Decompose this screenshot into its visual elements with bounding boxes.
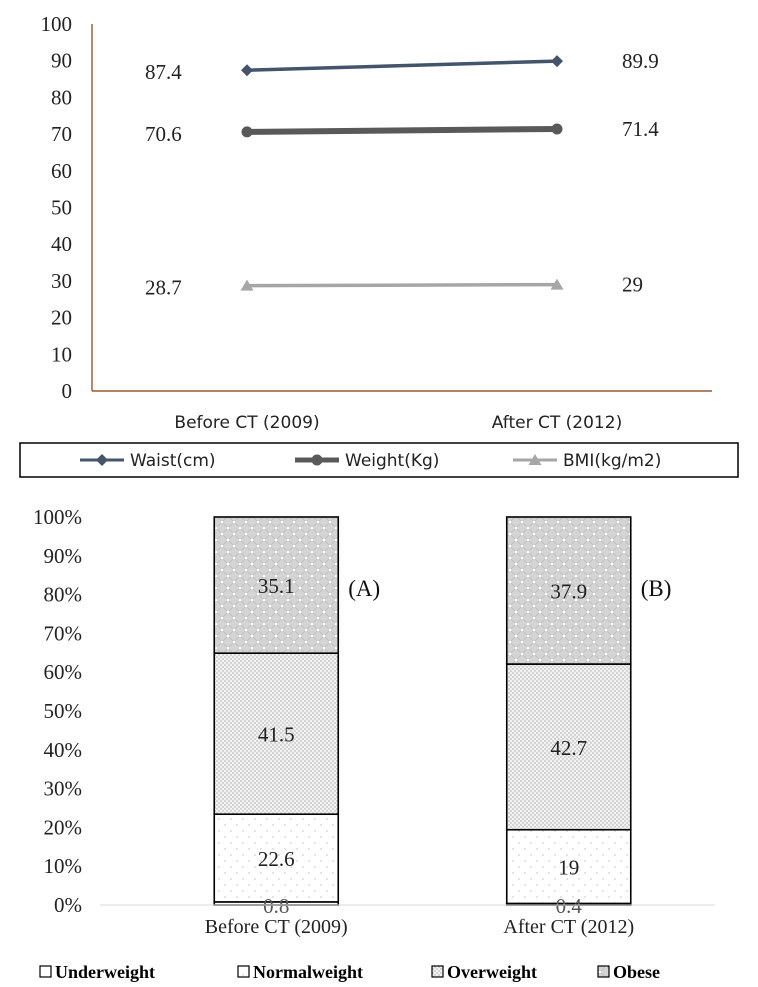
legend-swatch [431, 965, 444, 978]
data-label: 29 [622, 273, 643, 297]
legend-entry: Normalweight [237, 962, 363, 982]
data-point [550, 278, 564, 290]
y-tick-label: 90 [51, 49, 72, 73]
series-line [246, 59, 558, 72]
y-tick-label: 20 [51, 306, 72, 330]
y-tick-label: 100 [41, 12, 73, 36]
stacked-bar [505, 516, 632, 906]
y-tick-label: 100% [33, 505, 82, 529]
bar-value-label: 0.8 [263, 894, 289, 918]
legend-marker [311, 454, 323, 466]
bar-value-label: 42.7 [550, 736, 587, 760]
legend-label: Overweight [447, 962, 537, 982]
legend-swatch [237, 965, 250, 978]
y-tick-label: 0% [54, 893, 82, 917]
legend-label: Weight(Kg) [345, 451, 439, 471]
bar-segment [505, 516, 632, 665]
data-label: 28.7 [145, 276, 182, 300]
legend-entry: Weight(Kg) [295, 451, 439, 471]
data-label: 70.6 [145, 122, 182, 146]
legend-label: Obese [613, 962, 660, 982]
line-series [241, 55, 563, 77]
y-tick-label: 10% [44, 854, 83, 878]
bar-value-label: 35.1 [258, 574, 295, 598]
line-chart-panel: 0 10 20 30 40 50 60 70 80 90 100 Before CT (2009) Af… [19, 12, 739, 478]
y-tick-label: 30% [44, 777, 83, 801]
data-label: 89.9 [622, 49, 659, 73]
bar-segment [213, 516, 340, 654]
bar-value-label: 41.5 [258, 723, 295, 747]
data-point [240, 279, 254, 291]
y-tick-label: 20% [44, 815, 83, 839]
x-tick-label: Before CT (2009) [205, 916, 348, 938]
y-tick-label: 60 [51, 159, 72, 183]
data-label: 71.4 [622, 117, 659, 141]
y-tick-label: 40 [51, 232, 72, 256]
x-tick-label: After CT (2012) [492, 413, 622, 433]
data-point [551, 55, 563, 68]
legend-entry: Obese [597, 962, 660, 982]
legend-entry: Waist(cm) [80, 451, 216, 471]
legend-label: Underweight [55, 962, 155, 982]
line-series [240, 278, 564, 291]
series-line [246, 282, 558, 288]
bar-value-label: 37.9 [550, 580, 587, 604]
legend-swatch [597, 965, 610, 978]
panel-annotation: (A) [348, 576, 380, 601]
legend-marker [96, 454, 108, 466]
data-point [241, 64, 253, 77]
legend-label: Waist(cm) [130, 451, 216, 471]
legend: Waist(cm) Weight(Kg) BMI(kg/m2) [19, 442, 739, 478]
bar-value-label: 19 [558, 856, 579, 880]
y-tick-label: 70% [44, 621, 83, 645]
stacked-bar [213, 516, 340, 906]
line-series [241, 123, 563, 138]
x-tick-label: Before CT (2009) [174, 413, 319, 433]
panel-annotation: (B) [641, 576, 672, 601]
data-point [551, 123, 563, 135]
y-tick-label: 80 [51, 85, 72, 109]
data-point [241, 126, 253, 138]
y-tick-label: 0 [62, 379, 73, 403]
legend-label: BMI(kg/m2) [563, 451, 661, 471]
legend-label: Normalweight [253, 962, 363, 982]
y-tick-label: 80% [44, 583, 83, 607]
legend-marker [528, 454, 542, 465]
legend-entry: Underweight [39, 962, 155, 982]
y-tick-label: 60% [44, 660, 83, 684]
y-tick-label: 40% [44, 738, 83, 762]
series-line [246, 125, 558, 135]
y-tick-label: 90% [44, 544, 83, 568]
y-tick-label: 50 [51, 196, 72, 220]
legend: Underweight Normalweight Overweight Obese [39, 962, 660, 982]
bar-segment [505, 663, 632, 831]
y-tick-label: 70 [51, 122, 72, 146]
bar-value-label: 0.4 [556, 894, 583, 918]
stacked-bar-chart-panel: 0% 10% 20% 30% 40% 50% 60% 70% 80% 90% 100% 0.8 22.6… [33, 505, 715, 982]
legend-swatch [39, 965, 52, 978]
data-label: 87.4 [145, 60, 182, 84]
legend-entry: Overweight [431, 962, 537, 982]
legend-box [19, 442, 739, 478]
y-tick-label: 30 [51, 269, 72, 293]
x-tick-label: After CT (2012) [503, 916, 634, 938]
legend-entry: BMI(kg/m2) [513, 451, 661, 471]
bar-value-label: 22.6 [258, 847, 295, 871]
y-tick-label: 10 [51, 342, 72, 366]
y-tick-label: 50% [44, 699, 83, 723]
